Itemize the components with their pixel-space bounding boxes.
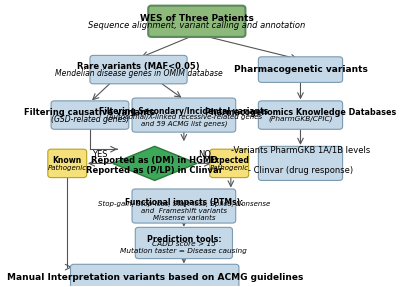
Text: -Variants PharmGKB 1A/1B levels

- Clinvar (drug response): -Variants PharmGKB 1A/1B levels - Clinva… (231, 146, 370, 175)
Text: (GSD-related genes): (GSD-related genes) (51, 115, 129, 124)
Text: Known: Known (53, 156, 82, 165)
Text: (Autosomal/X-linked recessive-related genes
and 59 ACMG list genes): (Autosomal/X-linked recessive-related ge… (106, 113, 262, 127)
FancyBboxPatch shape (135, 227, 232, 259)
Text: Reported as (P/LP) in Clinvar: Reported as (P/LP) in Clinvar (86, 166, 223, 175)
Text: Manual Interpretation variants based on ACMG guidelines: Manual Interpretation variants based on … (6, 273, 303, 282)
Text: Filtering causative variants: Filtering causative variants (24, 108, 156, 117)
Text: Pathogenic: Pathogenic (48, 164, 87, 170)
Text: Filtering Secondary/Incidental variants: Filtering Secondary/Incidental variants (99, 107, 268, 116)
Polygon shape (113, 146, 197, 181)
Text: Pharmacogenetic variants: Pharmacogenetic variants (234, 65, 368, 74)
FancyBboxPatch shape (132, 98, 236, 132)
Text: CADD score > 15
Mutation taster = Disease causing: CADD score > 15 Mutation taster = Diseas… (120, 241, 247, 254)
Text: Reported as (DM) in HGMD: Reported as (DM) in HGMD (91, 156, 218, 165)
Text: Rare variants (MAF<0.05): Rare variants (MAF<0.05) (77, 62, 200, 71)
FancyBboxPatch shape (132, 189, 236, 223)
Text: Sequence alignment, variant calling and annotation: Sequence alignment, variant calling and … (88, 22, 306, 30)
Text: WES of Three Patients: WES of Three Patients (140, 14, 254, 23)
FancyBboxPatch shape (210, 149, 249, 178)
FancyBboxPatch shape (70, 264, 239, 287)
FancyBboxPatch shape (48, 149, 87, 178)
Text: Pathogenic: Pathogenic (210, 164, 249, 170)
Text: Stop-gain, Stop-loss, Start-loss, Splice, Nonsense
and  Frameshift variants
Miss: Stop-gain, Stop-loss, Start-loss, Splice… (98, 201, 270, 221)
Text: Mendelian disease genes in OMIM database: Mendelian disease genes in OMIM database (55, 69, 222, 78)
Text: Functional impacts (PTMs):: Functional impacts (PTMs): (125, 198, 243, 207)
FancyBboxPatch shape (258, 57, 342, 82)
Text: Expected: Expected (209, 156, 249, 165)
Text: NO: NO (198, 150, 212, 159)
Text: Prediction tools:: Prediction tools: (146, 235, 221, 245)
Text: (PharmGKB/CPIC): (PharmGKB/CPIC) (268, 116, 333, 123)
FancyBboxPatch shape (258, 101, 342, 129)
FancyBboxPatch shape (51, 101, 129, 129)
Text: Pharmacogenomics Knowledge Databases: Pharmacogenomics Knowledge Databases (205, 108, 396, 117)
Text: YES: YES (92, 150, 108, 159)
FancyBboxPatch shape (90, 55, 187, 84)
FancyBboxPatch shape (148, 6, 246, 37)
FancyBboxPatch shape (258, 146, 342, 181)
